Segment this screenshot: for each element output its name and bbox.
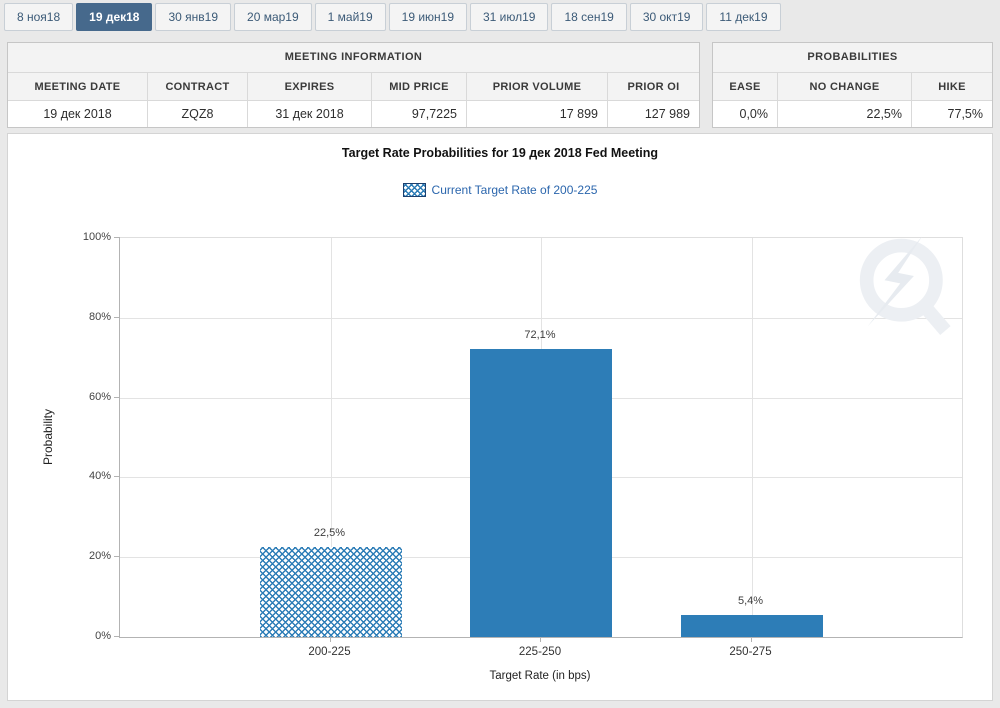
- tab-11-dec19[interactable]: 11 дек19: [706, 3, 781, 31]
- col-prior-oi: PRIOR OI: [608, 73, 699, 101]
- x-tick-mark: [329, 637, 331, 642]
- tab-8-nov18[interactable]: 8 ноя18: [4, 3, 74, 31]
- y-tick-label: 80%: [88, 310, 111, 323]
- tab-30-oct19[interactable]: 30 окт19: [629, 3, 704, 31]
- bar-225-250: [470, 349, 612, 637]
- plot-area: [119, 237, 963, 638]
- y-tick-label: 40%: [88, 470, 111, 483]
- col-meeting-date: MEETING DATE: [8, 73, 148, 101]
- value-no-change: 22,5%: [778, 101, 912, 127]
- x-tick-label: 250-275: [729, 646, 772, 658]
- tab-30-jan19[interactable]: 30 янв19: [155, 3, 232, 31]
- y-tick-mark: [114, 316, 120, 318]
- tab-1-may19[interactable]: 1 май19: [314, 3, 386, 31]
- y-tick-mark: [114, 476, 120, 478]
- tab-18-sep19[interactable]: 18 сен19: [551, 3, 627, 31]
- chart-legend: Current Target Rate of 200-225: [8, 183, 992, 197]
- legend-crosshatch-swatch-icon: [402, 183, 426, 197]
- bar-value-label: 5,4%: [737, 595, 764, 608]
- x-axis-title: Target Rate (in bps): [489, 670, 591, 682]
- probability-chart-panel: Target Rate Probabilities for 19 дек 201…: [7, 133, 993, 701]
- meeting-information-value-row: 19 дек 2018 ZQZ8 31 дек 2018 97,7225 17 …: [8, 101, 699, 127]
- bar-value-label: 72,1%: [524, 329, 556, 342]
- y-axis-title: Probability: [41, 408, 55, 465]
- col-hike: HIKE: [912, 73, 992, 101]
- value-hike: 77,5%: [947, 107, 983, 121]
- value-prior-oi: 127 989: [644, 107, 690, 121]
- y-tick-mark: [114, 396, 120, 398]
- bar-value-label: 22,5%: [313, 527, 346, 540]
- v-gridline: [751, 238, 753, 637]
- x-tick-label: 225-250: [518, 646, 562, 658]
- bar-250-275: [680, 615, 823, 637]
- probabilities-title: PROBABILITIES: [713, 43, 992, 73]
- y-tick-label: 60%: [88, 390, 111, 403]
- value-meeting-date: 19 дек 2018: [8, 101, 148, 127]
- chart-title: Target Rate Probabilities for 19 дек 201…: [341, 146, 659, 160]
- meeting-information-title: MEETING INFORMATION: [8, 43, 699, 73]
- meeting-tab-bar: 8 ноя18 19 дек18 30 янв19 20 мар19 1 май…: [4, 3, 784, 31]
- y-tick-label: 100%: [82, 231, 111, 243]
- col-ease: EASE: [713, 73, 778, 101]
- y-tick-mark: [114, 556, 120, 558]
- col-expires: EXPIRES: [248, 73, 372, 101]
- value-mid-price: 97,7225: [372, 101, 467, 127]
- value-prior-volume: 17 899: [467, 101, 608, 127]
- col-no-change: NO CHANGE: [778, 73, 912, 101]
- probabilities-value-row: 0,0% 22,5% 77,5%: [713, 101, 992, 127]
- probabilities-header-row: EASE NO CHANGE HIKE: [713, 73, 992, 101]
- probabilities-table: PROBABILITIES EASE NO CHANGE HIKE 0,0% 2…: [712, 42, 993, 128]
- col-prior-volume: PRIOR VOLUME: [467, 73, 608, 101]
- meeting-information-header-row: MEETING DATE CONTRACT EXPIRES MID PRICE …: [8, 73, 699, 101]
- v-gridline: [330, 238, 332, 637]
- y-tick-mark: [114, 237, 120, 238]
- bar-200-225: [259, 547, 402, 637]
- x-tick-mark: [540, 637, 541, 642]
- y-tick-label: 0%: [95, 630, 111, 642]
- col-contract: CONTRACT: [148, 73, 248, 101]
- tab-19-dec18[interactable]: 19 дек18: [76, 3, 153, 31]
- y-tick-label: 20%: [88, 550, 111, 563]
- tab-19-jun19[interactable]: 19 июн19: [388, 3, 467, 31]
- x-tick-label: 200-225: [308, 646, 351, 658]
- value-contract: ZQZ8: [148, 101, 248, 127]
- tab-20-mar19[interactable]: 20 мар19: [234, 3, 312, 31]
- value-expires: 31 дек 2018: [248, 101, 372, 127]
- legend-label: Current Target Rate of 200-225: [431, 183, 598, 197]
- tab-31-jul19[interactable]: 31 июл19: [470, 3, 549, 31]
- meeting-information-table: MEETING INFORMATION MEETING DATE CONTRAC…: [7, 42, 700, 128]
- y-tick-mark: [114, 636, 120, 637]
- value-ease: 0,0%: [713, 101, 778, 127]
- y-axis-title-wrap: Probability: [38, 237, 58, 636]
- col-mid-price: MID PRICE: [372, 73, 467, 101]
- x-tick-mark: [750, 637, 752, 642]
